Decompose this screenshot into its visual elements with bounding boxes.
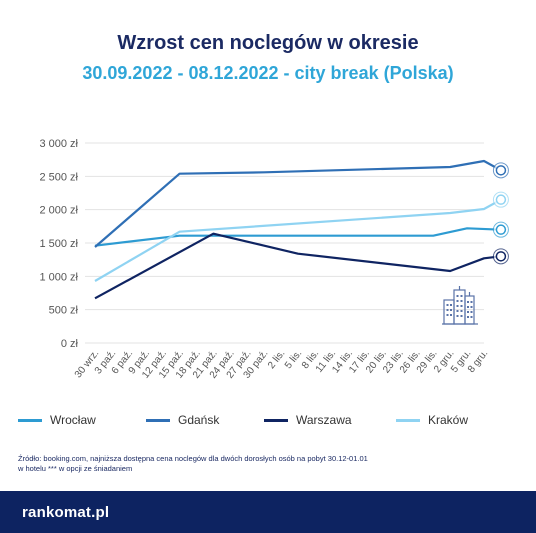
y-tick-labels: 0 zł 500 zł 1 000 zł 1 500 zł 2 000 zł 2 500 …	[39, 138, 78, 350]
legend-item-gdansk: Gdańsk	[146, 413, 219, 427]
legend: Wrocław Gdańsk Warszawa Kraków	[18, 413, 528, 429]
y-tick-label: 1 500 zł	[39, 238, 78, 250]
legend-label-warszawa: Warszawa	[296, 413, 352, 427]
end-marker-3	[495, 194, 507, 205]
legend-item-wroclaw: Wrocław	[18, 413, 96, 427]
brand-logo: rankomat.pl	[22, 504, 110, 521]
chart-title: Wzrost cen noclegów w okresie	[117, 32, 419, 54]
legend-swatch-wroclaw	[18, 418, 42, 422]
legend-swatch-krakow	[396, 418, 420, 422]
y-tick-label: 500 zł	[49, 305, 79, 317]
source-line-1: Źródło: booking.com, najniższa dostępna …	[18, 454, 368, 463]
series-line-1	[94, 159, 502, 248]
hotel-icon	[442, 286, 478, 325]
chart-subtitle: 30.09.2022 - 08.12.2022 - city break (Po…	[82, 63, 454, 83]
series-line-3	[94, 198, 502, 282]
end-marker-0	[495, 224, 507, 235]
legend-item-warszawa: Warszawa	[264, 413, 352, 427]
y-tick-label: 0 zł	[61, 338, 79, 350]
source-line-2: w hotelu *** w opcji ze śniadaniem	[18, 464, 133, 473]
legend-label-gdansk: Gdańsk	[178, 413, 220, 427]
legend-swatch-gdansk	[146, 418, 170, 422]
legend-label-wroclaw: Wrocław	[50, 413, 96, 427]
series-lines	[94, 159, 502, 300]
y-tick-label: 1 000 zł	[39, 271, 78, 283]
series-line-2	[94, 232, 502, 300]
x-tick-labels: 30 wrz.3 paź.6 paź.9 paź.12 paź.15 paź.1…	[73, 348, 491, 381]
end-markers	[492, 162, 509, 265]
legend-item-krakow: Kraków	[396, 413, 468, 427]
grid	[85, 142, 484, 344]
line-chart: 0 zł 500 zł 1 000 zł 1 500 zł 2 000 zł 2 500 …	[39, 138, 509, 381]
y-tick-label: 2 500 zł	[39, 171, 78, 183]
y-tick-label: 2 000 zł	[39, 205, 78, 217]
legend-swatch-warszawa	[264, 418, 288, 422]
end-marker-2	[495, 251, 507, 262]
legend-label-krakow: Kraków	[428, 413, 469, 427]
source-note: Źródło: booking.com, najniższa dostępna …	[18, 454, 518, 474]
y-tick-label: 3 000 zł	[39, 138, 78, 150]
end-marker-1	[495, 165, 507, 176]
x-tick-label: 5 lis.	[283, 348, 304, 371]
series-line-0	[94, 227, 501, 247]
x-tick-label: 2 lis.	[266, 348, 287, 371]
footer-bar: rankomat.pl	[0, 491, 536, 533]
